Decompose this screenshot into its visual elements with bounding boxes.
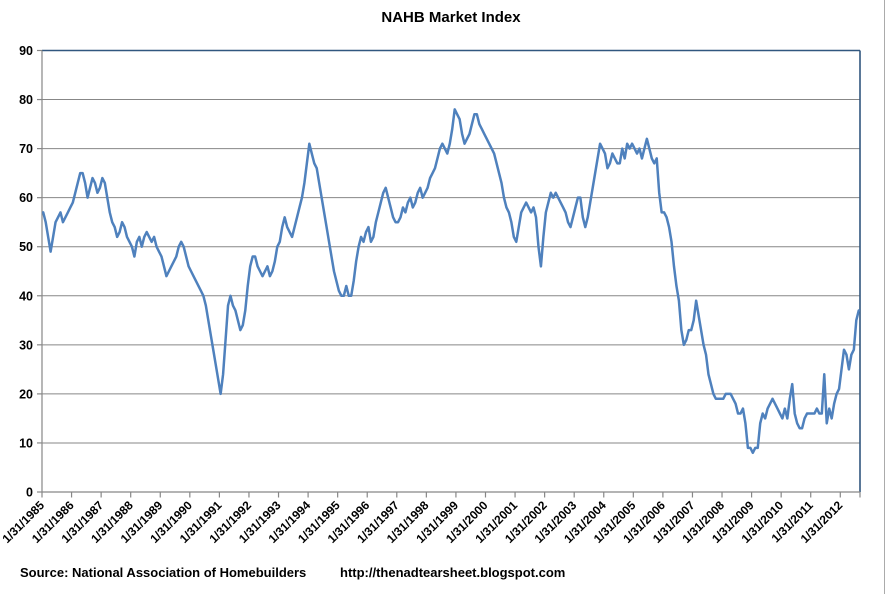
- y-tick-label: 60: [19, 191, 33, 205]
- y-tick-label: 0: [26, 486, 33, 500]
- y-tick-label: 40: [19, 289, 33, 303]
- y-tick-label: 70: [19, 142, 33, 156]
- chart-right-border: [884, 0, 885, 594]
- chart-title: NAHB Market Index: [381, 9, 521, 26]
- y-tick-label: 80: [19, 93, 33, 107]
- y-tick-label: 10: [19, 436, 33, 450]
- y-tick-label: 50: [19, 240, 33, 254]
- y-tick-label: 20: [19, 387, 33, 401]
- source-label: Source: National Association of Homebuil…: [20, 565, 307, 580]
- series-line: [41, 108, 861, 455]
- blog-url: http://thenadtearsheet.blogspot.com: [340, 565, 566, 580]
- y-tick-label: 90: [19, 44, 33, 58]
- y-tick-label: 30: [19, 338, 33, 352]
